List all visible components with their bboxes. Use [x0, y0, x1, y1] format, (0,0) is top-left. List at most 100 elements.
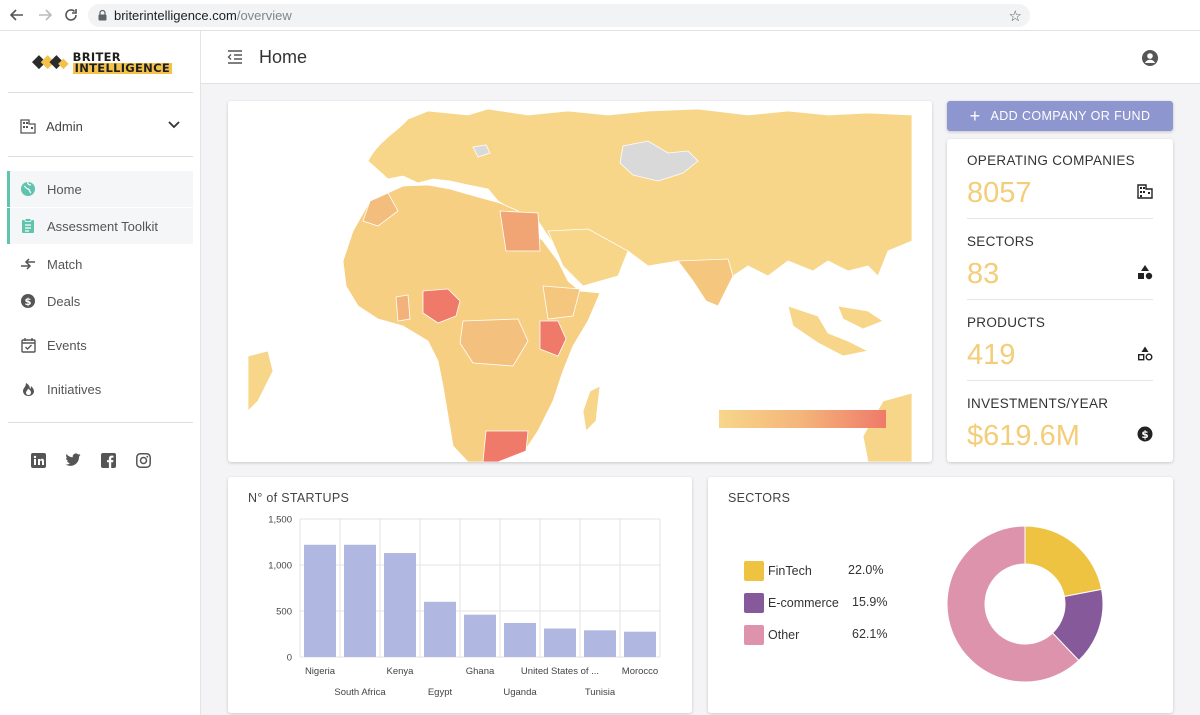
collapse-menu-icon[interactable] — [227, 50, 243, 66]
building-icon — [20, 118, 36, 134]
divider — [967, 299, 1153, 300]
legend-label: FinTech — [768, 564, 812, 578]
stat-sectors: SECTORS 83 — [967, 220, 1153, 301]
clipboard-icon — [20, 218, 36, 234]
legend-item-ecommerce[interactable]: E-commerce 15.9% — [744, 593, 894, 613]
stat-operating-companies: OPERATING COMPANIES 8057 — [967, 139, 1153, 220]
bar — [304, 544, 336, 657]
startups-chart-card: N° of STARTUPS 0 500 1,000 1,500 Nigeria Sout… — [228, 477, 692, 713]
account-icon[interactable] — [1141, 49, 1159, 67]
y-tick-label: 500 — [276, 607, 292, 618]
legend-item-fintech[interactable]: FinTech 22.0% — [744, 561, 894, 581]
twitter-icon[interactable] — [65, 452, 81, 468]
arrows-icon — [20, 256, 36, 272]
legend-percent: 62.1% — [852, 627, 888, 641]
sidebar-item-label: Events — [47, 337, 87, 353]
url-path: /overview — [236, 8, 292, 23]
add-company-button[interactable]: + ADD COMPANY OR FUND — [947, 101, 1173, 131]
linkedin-icon[interactable] — [30, 452, 46, 468]
add-company-label: ADD COMPANY OR FUND — [990, 109, 1151, 123]
x-tick-label: Uganda — [503, 687, 537, 698]
divider — [8, 422, 193, 423]
reload-icon[interactable] — [58, 2, 84, 28]
shapes-outline-icon — [1137, 345, 1153, 361]
bookmark-star-icon[interactable]: ☆ — [1008, 8, 1022, 25]
bar — [344, 544, 376, 657]
sectors-donut-chart — [946, 525, 1104, 683]
sidebar: BRITER INTELLIGENCE Admin Home Assessmen… — [0, 31, 201, 715]
back-icon[interactable] — [4, 2, 30, 28]
globe-icon — [20, 181, 36, 197]
stat-value: $619.6M — [967, 420, 1080, 452]
sidebar-item-events[interactable]: Events — [7, 327, 193, 363]
legend-swatch — [744, 625, 764, 645]
chart-title: SECTORS — [728, 491, 791, 505]
divider — [967, 218, 1153, 219]
bar — [464, 614, 496, 657]
browser-toolbar: briterintelligence.com/overview ☆ — [0, 0, 1200, 31]
sidebar-item-home[interactable]: Home — [7, 171, 193, 207]
x-tick-label: Ghana — [466, 666, 495, 677]
calendar-check-icon — [20, 337, 36, 353]
bar — [584, 630, 616, 657]
stat-label: INVESTMENTS/YEAR — [967, 396, 1109, 411]
stat-products: PRODUCTS 419 — [967, 301, 1153, 382]
choropleth-map[interactable] — [228, 101, 932, 462]
building-icon — [1137, 183, 1153, 199]
map-color-scale — [719, 410, 886, 428]
x-tick-label: Nigeria — [305, 666, 336, 677]
address-bar[interactable]: briterintelligence.com/overview ☆ — [88, 4, 1030, 27]
sidebar-item-label: Deals — [47, 293, 81, 309]
legend-percent: 15.9% — [852, 595, 888, 609]
dollar-circle-icon: $ — [1137, 426, 1153, 442]
sidebar-item-deals[interactable]: $ Deals — [7, 283, 193, 319]
logo[interactable]: BRITER INTELLIGENCE — [32, 48, 172, 78]
chevron-down-icon — [168, 118, 180, 132]
stat-label: OPERATING COMPANIES — [967, 153, 1135, 168]
flame-icon — [20, 381, 36, 397]
page-title: Home — [259, 47, 308, 67]
x-tick-label: Tunisia — [585, 687, 616, 698]
top-header: Home — [201, 31, 1200, 84]
x-tick-label: United States of ... — [521, 666, 599, 677]
y-tick-label: 1,500 — [268, 515, 292, 526]
x-tick-label: Morocco — [622, 666, 658, 677]
url-host: briterintelligence.com — [114, 8, 237, 23]
lock-icon — [98, 10, 107, 21]
legend-label: E-commerce — [768, 596, 839, 610]
legend-swatch — [744, 561, 764, 581]
svg-text:$: $ — [1141, 429, 1148, 441]
donut-slice — [1024, 525, 1103, 598]
stats-card: OPERATING COMPANIES 8057 SECTORS 83 PROD… — [947, 139, 1173, 462]
facebook-icon[interactable] — [100, 452, 116, 468]
sidebar-item-initiatives[interactable]: Initiatives — [7, 371, 193, 407]
x-tick-label: Egypt — [428, 687, 453, 698]
bar — [504, 622, 536, 657]
sidebar-item-label: Home — [47, 181, 82, 197]
social-links — [30, 452, 151, 468]
stat-value: 419 — [967, 339, 1016, 371]
divider — [8, 156, 193, 157]
bar — [424, 601, 456, 657]
forward-icon[interactable] — [32, 2, 58, 28]
svg-text:$: $ — [25, 297, 32, 308]
instagram-icon[interactable] — [135, 452, 151, 468]
legend-label: Other — [768, 628, 800, 642]
legend-swatch — [744, 593, 764, 613]
y-tick-label: 1,000 — [268, 561, 292, 572]
stat-label: PRODUCTS — [967, 315, 1046, 330]
legend-item-other[interactable]: Other 62.1% — [744, 625, 894, 645]
bar — [624, 631, 656, 657]
africa-map-card — [228, 101, 932, 462]
bar — [384, 553, 416, 657]
x-tick-label: Kenya — [387, 666, 415, 677]
sidebar-item-label: Initiatives — [47, 381, 102, 397]
admin-dropdown[interactable]: Admin — [20, 115, 180, 137]
x-tick-label: South Africa — [334, 687, 386, 698]
sidebar-item-label: Match — [47, 256, 83, 272]
divider — [8, 92, 193, 93]
sidebar-item-match[interactable]: Match — [7, 246, 193, 282]
sidebar-item-assessment-toolkit[interactable]: Assessment Toolkit — [7, 208, 193, 244]
legend-percent: 22.0% — [848, 563, 884, 577]
